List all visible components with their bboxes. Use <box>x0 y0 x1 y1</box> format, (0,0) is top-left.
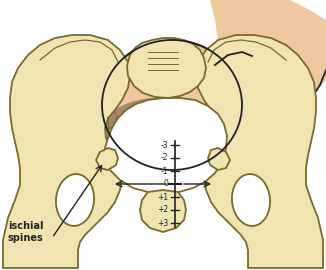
Polygon shape <box>210 0 326 110</box>
Text: ischial
spines: ischial spines <box>8 221 44 243</box>
Polygon shape <box>196 35 323 268</box>
Text: -2: -2 <box>160 154 168 163</box>
Text: 0: 0 <box>163 180 168 188</box>
Text: -1: -1 <box>160 167 168 176</box>
Polygon shape <box>105 98 227 193</box>
Ellipse shape <box>219 75 237 101</box>
Text: +1: +1 <box>157 193 168 201</box>
Polygon shape <box>3 35 130 268</box>
Ellipse shape <box>102 40 242 170</box>
Text: -3: -3 <box>160 140 168 150</box>
Polygon shape <box>213 52 265 108</box>
Polygon shape <box>140 190 186 232</box>
Ellipse shape <box>232 174 270 226</box>
Ellipse shape <box>100 97 230 167</box>
Text: +2: +2 <box>157 205 168 214</box>
Polygon shape <box>96 148 118 170</box>
Polygon shape <box>208 148 230 170</box>
Text: +3: +3 <box>157 218 168 228</box>
Ellipse shape <box>56 174 94 226</box>
Polygon shape <box>127 38 206 98</box>
